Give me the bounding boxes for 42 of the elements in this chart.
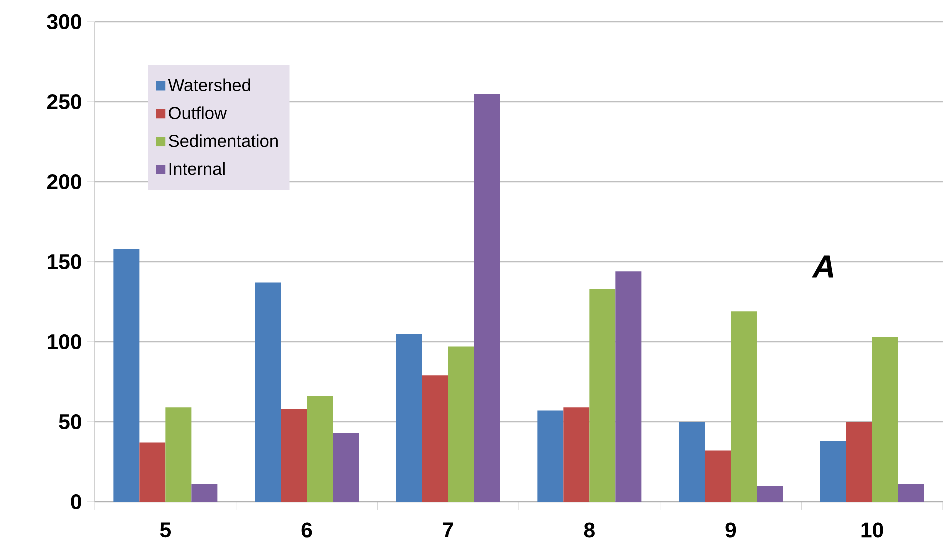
bar bbox=[333, 433, 360, 502]
bar bbox=[705, 450, 731, 502]
annotation: A bbox=[812, 256, 834, 278]
legend-label: Watershed bbox=[168, 78, 250, 92]
bar bbox=[898, 484, 924, 502]
y-tick-label: 50 bbox=[59, 414, 82, 430]
bar bbox=[474, 94, 500, 502]
legend-label: Outflow bbox=[169, 106, 228, 120]
bar bbox=[564, 408, 590, 502]
legend-label: Internal bbox=[170, 162, 225, 176]
bar bbox=[422, 376, 448, 502]
bar bbox=[756, 486, 783, 502]
bar bbox=[616, 272, 642, 502]
y-tick-label: 200 bbox=[47, 174, 82, 190]
x-tick-label: 8 bbox=[584, 522, 595, 538]
bar bbox=[678, 422, 705, 502]
y-tick-label: 100 bbox=[48, 334, 82, 350]
x-tick-label: 9 bbox=[726, 522, 736, 538]
bar bbox=[140, 442, 166, 502]
bar bbox=[307, 396, 334, 502]
y-tick-label: 0 bbox=[71, 494, 82, 510]
bar bbox=[166, 408, 192, 502]
bar bbox=[114, 249, 140, 502]
bar bbox=[281, 409, 308, 502]
bar bbox=[730, 312, 757, 502]
legend-label: Sedimentation bbox=[169, 134, 278, 148]
bar bbox=[538, 410, 564, 502]
y-tick-label: 150 bbox=[48, 254, 82, 270]
bar bbox=[590, 289, 616, 502]
bar bbox=[872, 337, 898, 502]
x-tick-label: 5 bbox=[160, 522, 172, 538]
y-tick-label: 300 bbox=[47, 14, 82, 30]
bar bbox=[396, 334, 422, 502]
x-tick-label: 7 bbox=[443, 522, 454, 538]
bar bbox=[255, 282, 282, 502]
x-tick-label: 10 bbox=[862, 522, 884, 538]
y-tick-label: 250 bbox=[47, 94, 82, 110]
bar bbox=[846, 422, 872, 502]
bar bbox=[820, 441, 846, 502]
x-tick-label: 6 bbox=[302, 522, 312, 538]
bar bbox=[192, 484, 218, 502]
bar bbox=[448, 346, 474, 502]
